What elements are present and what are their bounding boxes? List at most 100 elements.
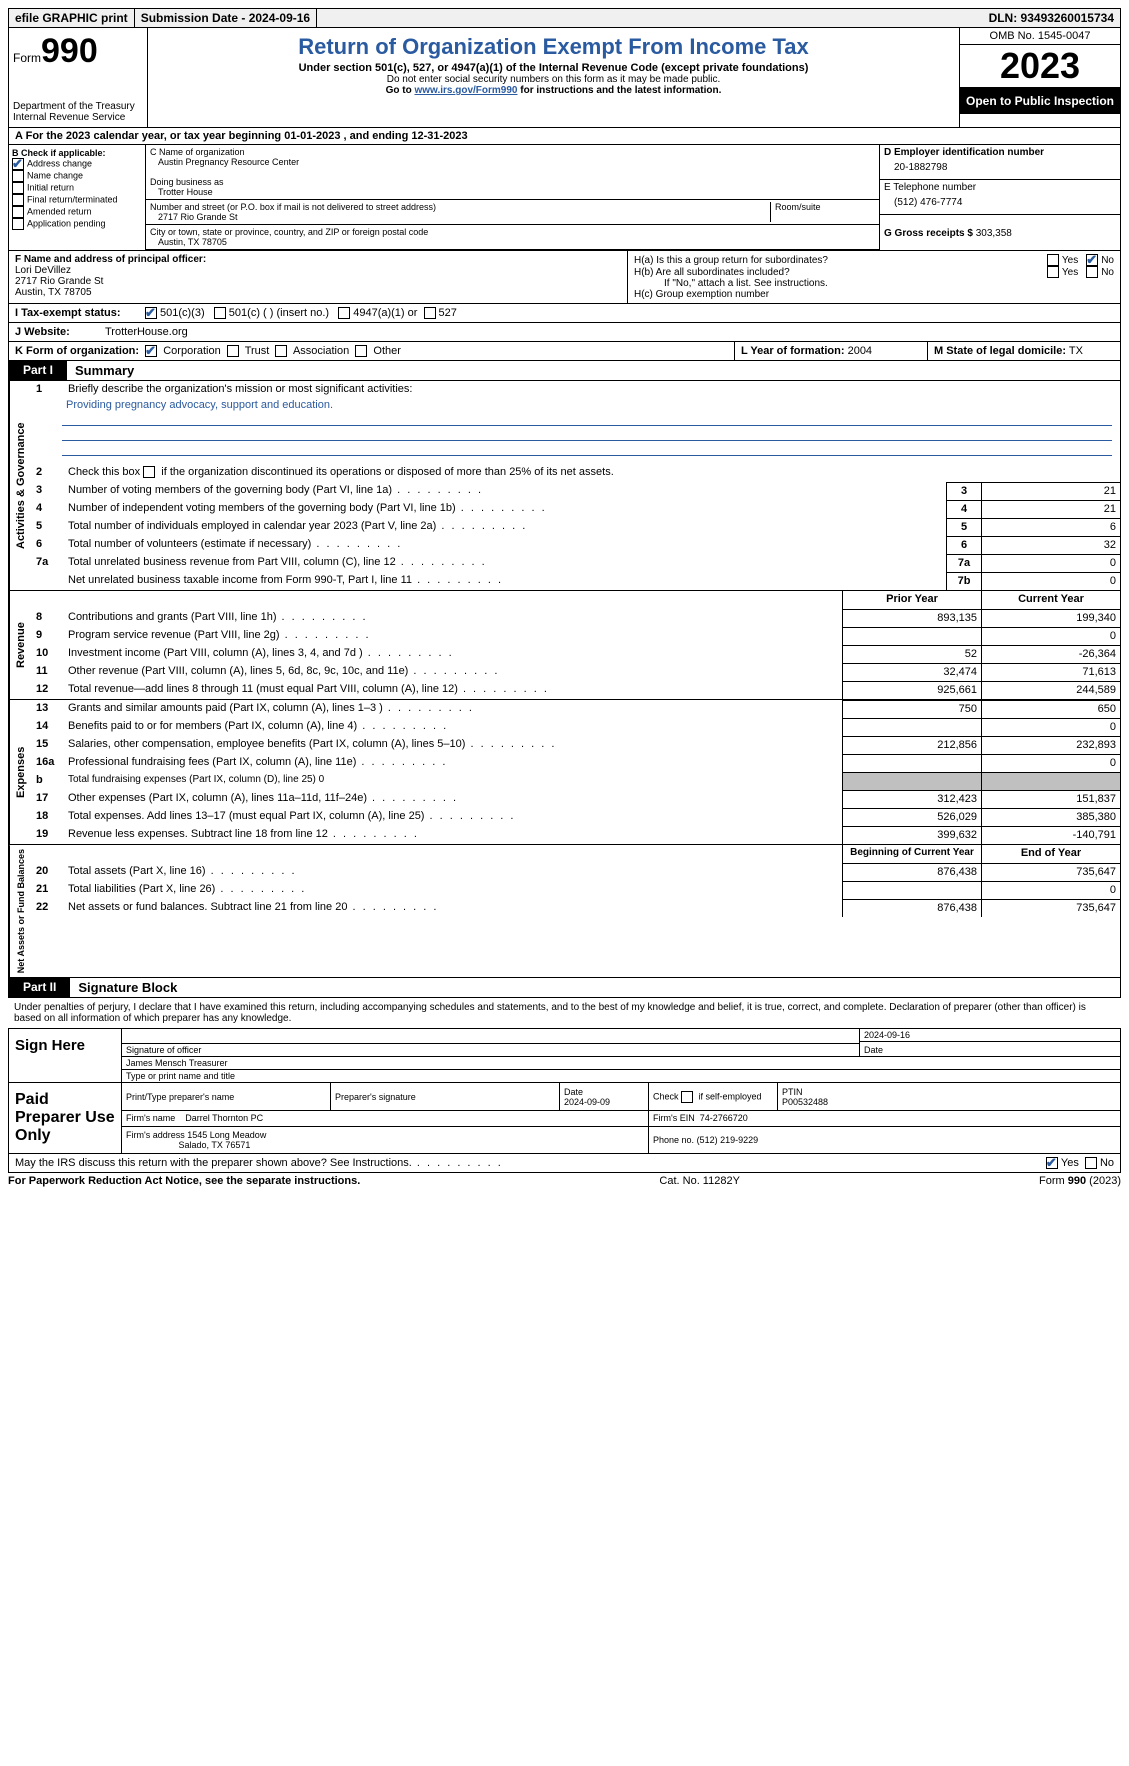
city-label: City or town, state or province, country…	[150, 227, 875, 237]
checkbox-name-change[interactable]	[12, 170, 24, 182]
line-12-desc: Total revenue—add lines 8 through 11 (mu…	[66, 681, 842, 699]
beg-year-header: Beginning of Current Year	[842, 845, 981, 863]
line-10-desc: Investment income (Part VIII, column (A)…	[66, 645, 842, 663]
ha-no-checkbox[interactable]	[1086, 254, 1098, 266]
line-19-cy: -140,791	[981, 826, 1120, 844]
checkbox-application-pending[interactable]	[12, 218, 24, 230]
officer-name: James Mensch Treasurer	[122, 1057, 1120, 1070]
line-4-box: 4	[946, 500, 981, 518]
discuss-row: May the IRS discuss this return with the…	[8, 1154, 1121, 1173]
assoc-checkbox[interactable]	[275, 345, 287, 357]
checkbox-final-return/terminated[interactable]	[12, 194, 24, 206]
form-header: Form990 Department of the Treasury Inter…	[8, 28, 1121, 128]
line-10-cy: -26,364	[981, 645, 1120, 663]
dept-treasury: Department of the Treasury Internal Reve…	[13, 101, 143, 123]
officer-name-label: Type or print name and title	[122, 1070, 1120, 1082]
line-21-cy: 0	[981, 881, 1120, 899]
line-19-desc: Revenue less expenses. Subtract line 18 …	[66, 826, 842, 844]
line-b-desc: Total fundraising expenses (Part IX, col…	[66, 772, 842, 790]
line-7a-box: 7a	[946, 554, 981, 572]
line-13-desc: Grants and similar amounts paid (Part IX…	[66, 700, 842, 718]
line-4-desc: Number of independent voting members of …	[66, 500, 946, 518]
street: 2717 Rio Grande St	[150, 212, 770, 222]
box-j: J Website: TrotterHouse.org	[8, 323, 1121, 342]
checkbox-address-change[interactable]	[12, 158, 24, 170]
4947-checkbox[interactable]	[338, 307, 350, 319]
other-checkbox[interactable]	[355, 345, 367, 357]
discuss-yes-checkbox[interactable]	[1046, 1157, 1058, 1169]
line-6-desc: Total number of volunteers (estimate if …	[66, 536, 946, 554]
line-9-desc: Program service revenue (Part VIII, line…	[66, 627, 842, 645]
line-12-cy: 244,589	[981, 681, 1120, 699]
expenses-label: Expenses	[9, 700, 32, 844]
sig-date: 2024-09-16	[860, 1029, 1120, 1042]
dba-label: Doing business as	[150, 177, 875, 187]
sign-here-label: Sign Here	[9, 1029, 122, 1082]
line-11-desc: Other revenue (Part VIII, column (A), li…	[66, 663, 842, 681]
discuss-no-checkbox[interactable]	[1085, 1157, 1097, 1169]
city: Austin, TX 78705	[150, 237, 875, 247]
line-6-box: 6	[946, 536, 981, 554]
line-7b-box: 7b	[946, 572, 981, 590]
501c-checkbox[interactable]	[214, 307, 226, 319]
box-b: B Check if applicable: Address changeNam…	[9, 145, 146, 250]
line-22-desc: Net assets or fund balances. Subtract li…	[66, 899, 842, 917]
line2-checkbox[interactable]	[143, 466, 155, 478]
line-7b-val: 0	[981, 572, 1120, 590]
line-19-py: 399,632	[842, 826, 981, 844]
line-17-cy: 151,837	[981, 790, 1120, 808]
efile-btn[interactable]: efile GRAPHIC print	[9, 9, 135, 27]
line-18-desc: Total expenses. Add lines 13–17 (must eq…	[66, 808, 842, 826]
line-22-py: 876,438	[842, 899, 981, 917]
sig-officer-label: Signature of officer	[122, 1044, 859, 1057]
line-8-desc: Contributions and grants (Part VIII, lin…	[66, 609, 842, 627]
checkbox-initial-return[interactable]	[12, 182, 24, 194]
line-15-desc: Salaries, other compensation, employee b…	[66, 736, 842, 754]
501c3-checkbox[interactable]	[145, 307, 157, 319]
ha-yes-checkbox[interactable]	[1047, 254, 1059, 266]
box-c: C Name of organization Austin Pregnancy …	[146, 145, 880, 250]
line-13-cy: 650	[981, 700, 1120, 718]
irs-link[interactable]: www.irs.gov/Form990	[414, 85, 517, 96]
netassets-label: Net Assets or Fund Balances	[9, 845, 32, 977]
527-checkbox[interactable]	[424, 307, 436, 319]
governance-label: Activities & Governance	[9, 381, 32, 590]
hb-yes-checkbox[interactable]	[1047, 266, 1059, 278]
trust-checkbox[interactable]	[227, 345, 239, 357]
line-4-val: 21	[981, 500, 1120, 518]
line-5-desc: Total number of individuals employed in …	[66, 518, 946, 536]
goto-prefix: Go to	[386, 85, 415, 96]
box-d: D Employer identification number 20-1882…	[880, 145, 1120, 180]
line-7b-desc: Net unrelated business taxable income fr…	[66, 572, 946, 590]
line-16a-desc: Professional fundraising fees (Part IX, …	[66, 754, 842, 772]
line-22-cy: 735,647	[981, 899, 1120, 917]
top-bar: efile GRAPHIC print Submission Date - 20…	[8, 8, 1121, 28]
org-name-label: C Name of organization	[150, 147, 875, 157]
prior-year-header: Prior Year	[842, 591, 981, 609]
box-i: I Tax-exempt status: 501(c)(3) 501(c) ( …	[8, 304, 1121, 323]
line-18-py: 526,029	[842, 808, 981, 826]
line-3-desc: Number of voting members of the governin…	[66, 482, 946, 500]
line-17-desc: Other expenses (Part IX, column (A), lin…	[66, 790, 842, 808]
line-b-py	[842, 772, 981, 790]
line2: Check this box if the organization disco…	[66, 464, 1120, 482]
form-number: Form990	[13, 32, 143, 71]
hb-no-checkbox[interactable]	[1086, 266, 1098, 278]
revenue-label: Revenue	[9, 591, 32, 699]
line-a: A For the 2023 calendar year, or tax yea…	[8, 128, 1121, 145]
line-17-py: 312,423	[842, 790, 981, 808]
line-14-desc: Benefits paid to or for members (Part IX…	[66, 718, 842, 736]
checkbox-amended-return[interactable]	[12, 206, 24, 218]
line-b-cy	[981, 772, 1120, 790]
declaration: Under penalties of perjury, I declare th…	[8, 998, 1121, 1028]
mission-text: Providing pregnancy advocacy, support an…	[32, 399, 1120, 411]
line-7a-val: 0	[981, 554, 1120, 572]
dba: Trotter House	[150, 187, 875, 197]
line-8-py: 893,135	[842, 609, 981, 627]
paid-prep-label: Paid Preparer Use Only	[9, 1083, 122, 1153]
line-11-cy: 71,613	[981, 663, 1120, 681]
ssn-note: Do not enter social security numbers on …	[152, 74, 955, 85]
corp-checkbox[interactable]	[145, 345, 157, 357]
line-20-py: 876,438	[842, 863, 981, 881]
self-emp-checkbox[interactable]	[681, 1091, 693, 1103]
